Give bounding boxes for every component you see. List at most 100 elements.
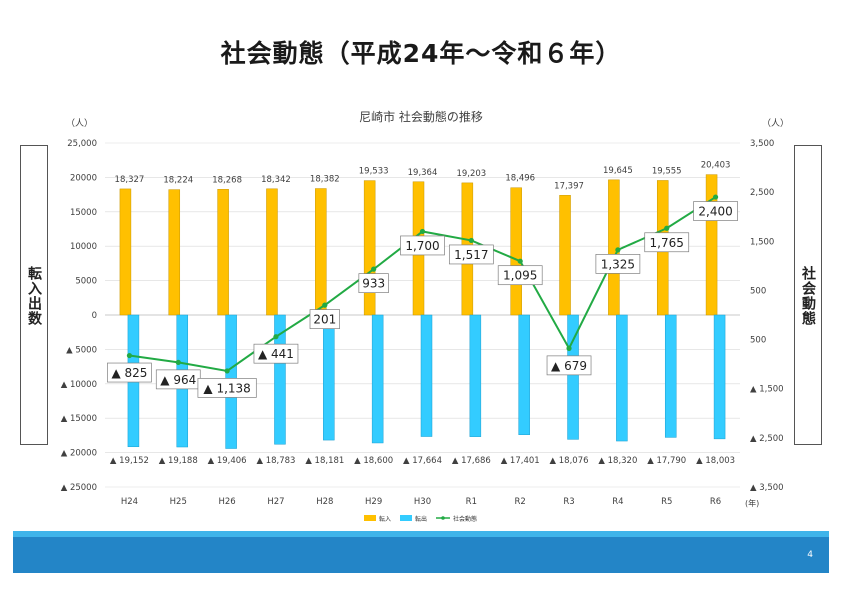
left-tick-label: 0 — [92, 311, 97, 321]
bar-in — [363, 180, 376, 316]
net-label: 1,700 — [405, 239, 439, 253]
legend-label-net: 社会動態 — [453, 515, 477, 523]
footer-band: 4 — [13, 537, 829, 573]
net-label-box — [595, 254, 641, 274]
right-tick-label: 3,500 — [750, 139, 774, 149]
net-point — [126, 352, 133, 359]
line-layer — [126, 194, 719, 374]
legend-label-out: 転出 — [415, 515, 427, 523]
left-axis-label: 転入出数 — [26, 266, 42, 326]
bar-out-label: ▲ 18,600 — [354, 456, 393, 466]
left-tick-label: 25,000 — [67, 139, 97, 149]
bar-in-label: 18,382 — [310, 175, 340, 185]
page-title: 社会動態（平成24年～令和６年） — [220, 39, 622, 68]
bar-out — [713, 314, 726, 440]
x-tick-label: H30 — [414, 497, 431, 507]
net-point — [224, 368, 230, 374]
x-tick-label: H24 — [121, 497, 138, 507]
legend-swatch-in — [364, 515, 376, 521]
right-tick-label: 1,500 — [750, 237, 774, 247]
net-point — [664, 225, 670, 231]
left-tick-label: 5000 — [75, 277, 97, 287]
bar-out-label: ▲ 17,664 — [403, 456, 442, 466]
bar-in-label: 19,364 — [408, 168, 438, 178]
bar-in-label: 20,403 — [701, 161, 731, 171]
axis-layer: 25,000 20000 15000 10000 5000 0 ▲ 5000 ▲ 10000 ▲… — [61, 139, 784, 507]
bar-out-label: ▲ 18,783 — [256, 456, 295, 466]
x-tick-label: H26 — [219, 497, 236, 507]
bar-out-label: ▲ 19,188 — [159, 456, 198, 466]
bar-out-label: ▲ 18,181 — [305, 456, 344, 466]
bar-in-label: 19,203 — [456, 169, 486, 179]
right-tick-label: 500 — [750, 286, 766, 296]
footer-accent-band — [13, 531, 829, 537]
net-point — [712, 194, 719, 200]
net-label-box — [197, 378, 257, 398]
bar-out-label: ▲ 18,003 — [696, 456, 735, 466]
bar-in-label: 17,397 — [554, 181, 584, 191]
net-label-box — [253, 343, 299, 364]
x-tick-label: R6 — [710, 497, 721, 507]
left-axis-unit: （人） — [66, 118, 93, 129]
bar-in-label: 18,268 — [212, 175, 242, 185]
net-label-box — [107, 362, 152, 383]
bar-in — [559, 195, 571, 316]
bar-in-label: 18,327 — [115, 175, 145, 185]
right-axis-label-box: 社会動態 — [794, 145, 822, 445]
net-label: 1,095 — [503, 269, 537, 283]
net-label: 933 — [362, 277, 385, 291]
net-label: 201 — [313, 313, 336, 327]
net-label: 1,325 — [601, 257, 635, 271]
net-label: ▲ 1,138 — [203, 381, 250, 395]
label-layer: 18,327 18,224 18,268 18,342 18,382 19,533 19,3… — [107, 161, 738, 466]
bar-out — [469, 314, 482, 437]
bar-out — [323, 314, 335, 441]
bar-in — [705, 174, 718, 316]
left-tick-label: ▲ 25000 — [61, 483, 97, 493]
net-point — [615, 247, 621, 253]
bar-in — [168, 189, 181, 316]
x-tick-label: H28 — [316, 497, 333, 507]
net-point — [517, 258, 523, 264]
x-tick-label: R1 — [466, 497, 477, 507]
bar-out — [420, 314, 433, 437]
net-point — [175, 359, 181, 365]
left-tick-label: 10000 — [70, 242, 97, 252]
bar-out — [371, 314, 384, 444]
x-tick-label: R3 — [563, 497, 574, 507]
net-point — [322, 302, 328, 308]
x-axis-unit: (年) — [745, 498, 759, 508]
net-point — [419, 228, 426, 235]
net-point — [566, 345, 572, 351]
bar-in-label: 18,496 — [505, 174, 535, 184]
bar-in-label: 19,645 — [603, 166, 633, 176]
chart-title: 尼崎市 社会動態の推移 — [359, 109, 483, 124]
x-tick-label: R5 — [661, 497, 672, 507]
net-label: 2,400 — [698, 205, 732, 219]
net-label: ▲ 441 — [258, 347, 294, 361]
bar-in-label: 19,555 — [652, 166, 682, 176]
legend-swatch-out — [400, 515, 412, 521]
legend-label-in: 転入 — [379, 515, 391, 523]
left-axis-label-box: 転入出数 — [20, 145, 48, 445]
bar-out — [518, 314, 530, 435]
bar-in — [608, 179, 620, 316]
x-tick-label: R4 — [612, 497, 623, 507]
net-label-box — [309, 309, 340, 329]
bar-out — [274, 314, 286, 445]
right-tick-label: ▲ 3,500 — [750, 483, 784, 493]
right-tick-label: ▲ 2,500 — [750, 434, 784, 444]
left-tick-label: ▲ 20000 — [61, 449, 97, 459]
right-tick-label: 500 — [750, 336, 766, 346]
left-tick-label: 15000 — [70, 208, 97, 218]
bar-in — [266, 188, 278, 316]
page-number: 4 — [807, 550, 813, 560]
right-tick-label: 2,500 — [750, 188, 774, 198]
right-axis-unit: （人） — [762, 118, 789, 129]
bar-out-label: ▲ 18,320 — [598, 456, 637, 466]
right-axis-label: 社会動態 — [800, 266, 816, 326]
net-point — [273, 334, 279, 340]
bar-in-label: 18,224 — [163, 176, 193, 186]
net-label-box — [693, 201, 738, 221]
